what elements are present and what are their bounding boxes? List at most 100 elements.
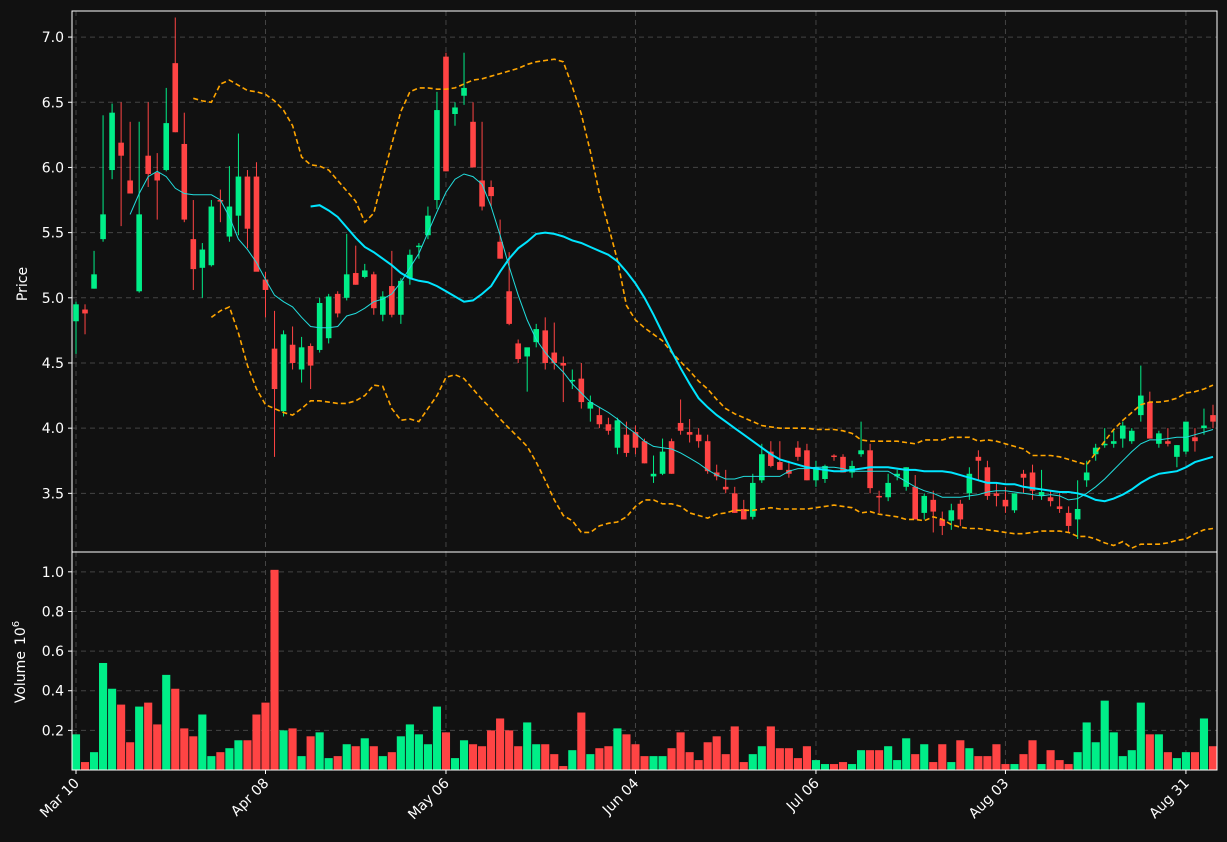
- volume-bar: [505, 730, 514, 770]
- volume-bar: [902, 738, 911, 770]
- volume-bar: [658, 756, 667, 770]
- candle-body: [993, 493, 1000, 496]
- candle-body: [199, 249, 206, 268]
- candle-body: [1174, 445, 1180, 457]
- volume-bar: [550, 754, 559, 770]
- candle-body: [109, 112, 115, 171]
- volume-bar: [153, 724, 162, 770]
- candle-body: [145, 155, 151, 174]
- volume-bar: [333, 756, 342, 770]
- volume-bar: [784, 748, 793, 770]
- candle-body: [244, 176, 251, 229]
- candle-body: [1083, 472, 1090, 481]
- volume-bar: [775, 748, 784, 770]
- volume-bar: [1136, 702, 1145, 770]
- candle-body: [975, 456, 982, 461]
- candle-body: [768, 451, 774, 466]
- volume-bar: [432, 706, 442, 770]
- candle-body: [1092, 447, 1099, 455]
- volume-bar: [974, 756, 983, 770]
- volume-bar: [757, 746, 766, 770]
- candle-body: [298, 347, 305, 370]
- volume-bar: [324, 758, 333, 770]
- candle-body: [650, 473, 657, 477]
- candle-body: [443, 56, 449, 172]
- candle-body: [921, 495, 928, 513]
- candle-body: [1119, 425, 1126, 439]
- volume-bar: [893, 760, 902, 770]
- volume-bar: [712, 736, 721, 770]
- volume-bar: [1037, 764, 1046, 770]
- volume-bar: [1046, 750, 1055, 770]
- candle-body: [226, 206, 233, 237]
- volume-tick-label: 0.6: [42, 644, 64, 660]
- volume-bar: [730, 726, 739, 770]
- volume-bar: [676, 732, 685, 770]
- volume-bar: [586, 754, 595, 770]
- candle-body: [822, 465, 828, 479]
- price-tick-label: 3.5: [42, 486, 64, 502]
- candle-body: [560, 362, 567, 366]
- volume-bar: [478, 746, 487, 770]
- volume-bar: [721, 754, 730, 770]
- candle-body: [307, 346, 314, 366]
- volume-bar: [983, 756, 992, 770]
- candle-body: [939, 519, 946, 526]
- volume-bar: [162, 674, 171, 770]
- candle-body: [100, 214, 106, 240]
- volume-bar: [1163, 752, 1172, 770]
- volume-bar: [117, 704, 126, 770]
- candle-body: [118, 142, 124, 156]
- candle-body: [1210, 415, 1216, 422]
- price-tick-label: 5.0: [42, 291, 64, 307]
- candle-body: [425, 215, 431, 236]
- candle-body: [190, 239, 197, 270]
- candle-body: [740, 508, 747, 520]
- candle-body: [596, 415, 603, 425]
- price-tick-label: 4.0: [42, 421, 64, 437]
- volume-bar: [80, 762, 90, 770]
- volume-bar: [1010, 764, 1019, 770]
- candle-body: [1183, 421, 1189, 452]
- candle-body: [1101, 443, 1108, 446]
- volume-bar: [496, 718, 505, 770]
- volume-bar: [649, 756, 658, 770]
- candle-body: [398, 280, 404, 315]
- candle-body: [641, 441, 648, 464]
- candle-body: [461, 87, 467, 96]
- candle-body: [542, 330, 549, 363]
- volume-bar: [315, 732, 324, 770]
- candle-body: [407, 254, 413, 279]
- candle-body: [894, 473, 900, 477]
- volume-bar: [866, 750, 875, 770]
- volume-bar: [180, 728, 189, 770]
- volume-bar: [938, 744, 947, 770]
- volume-bar: [1154, 734, 1163, 770]
- volume-bar: [1055, 760, 1064, 770]
- candle-body: [813, 467, 819, 481]
- volume-bar: [568, 750, 577, 770]
- volume-bar: [667, 748, 676, 770]
- volume-bar: [225, 748, 234, 770]
- candle-body: [858, 450, 864, 455]
- volume-bar: [342, 744, 351, 770]
- volume-bar: [956, 740, 965, 770]
- volume-bar: [739, 762, 748, 770]
- volume-bar: [369, 746, 378, 770]
- candle-body: [434, 110, 440, 201]
- volume-bar: [640, 756, 649, 770]
- price-plot-area: [72, 11, 1217, 552]
- volume-bar: [811, 760, 821, 770]
- volume-bar: [1172, 758, 1181, 770]
- volume-bar: [279, 730, 288, 770]
- candle-body: [614, 420, 621, 448]
- candle-body: [966, 473, 973, 494]
- candle-body: [470, 121, 476, 168]
- volume-bar: [532, 744, 541, 770]
- price-tick-label: 4.5: [42, 356, 64, 372]
- candle-body: [677, 422, 684, 431]
- volume-bar: [577, 712, 586, 770]
- volume-bar: [1100, 700, 1109, 770]
- volume-bar: [378, 756, 387, 770]
